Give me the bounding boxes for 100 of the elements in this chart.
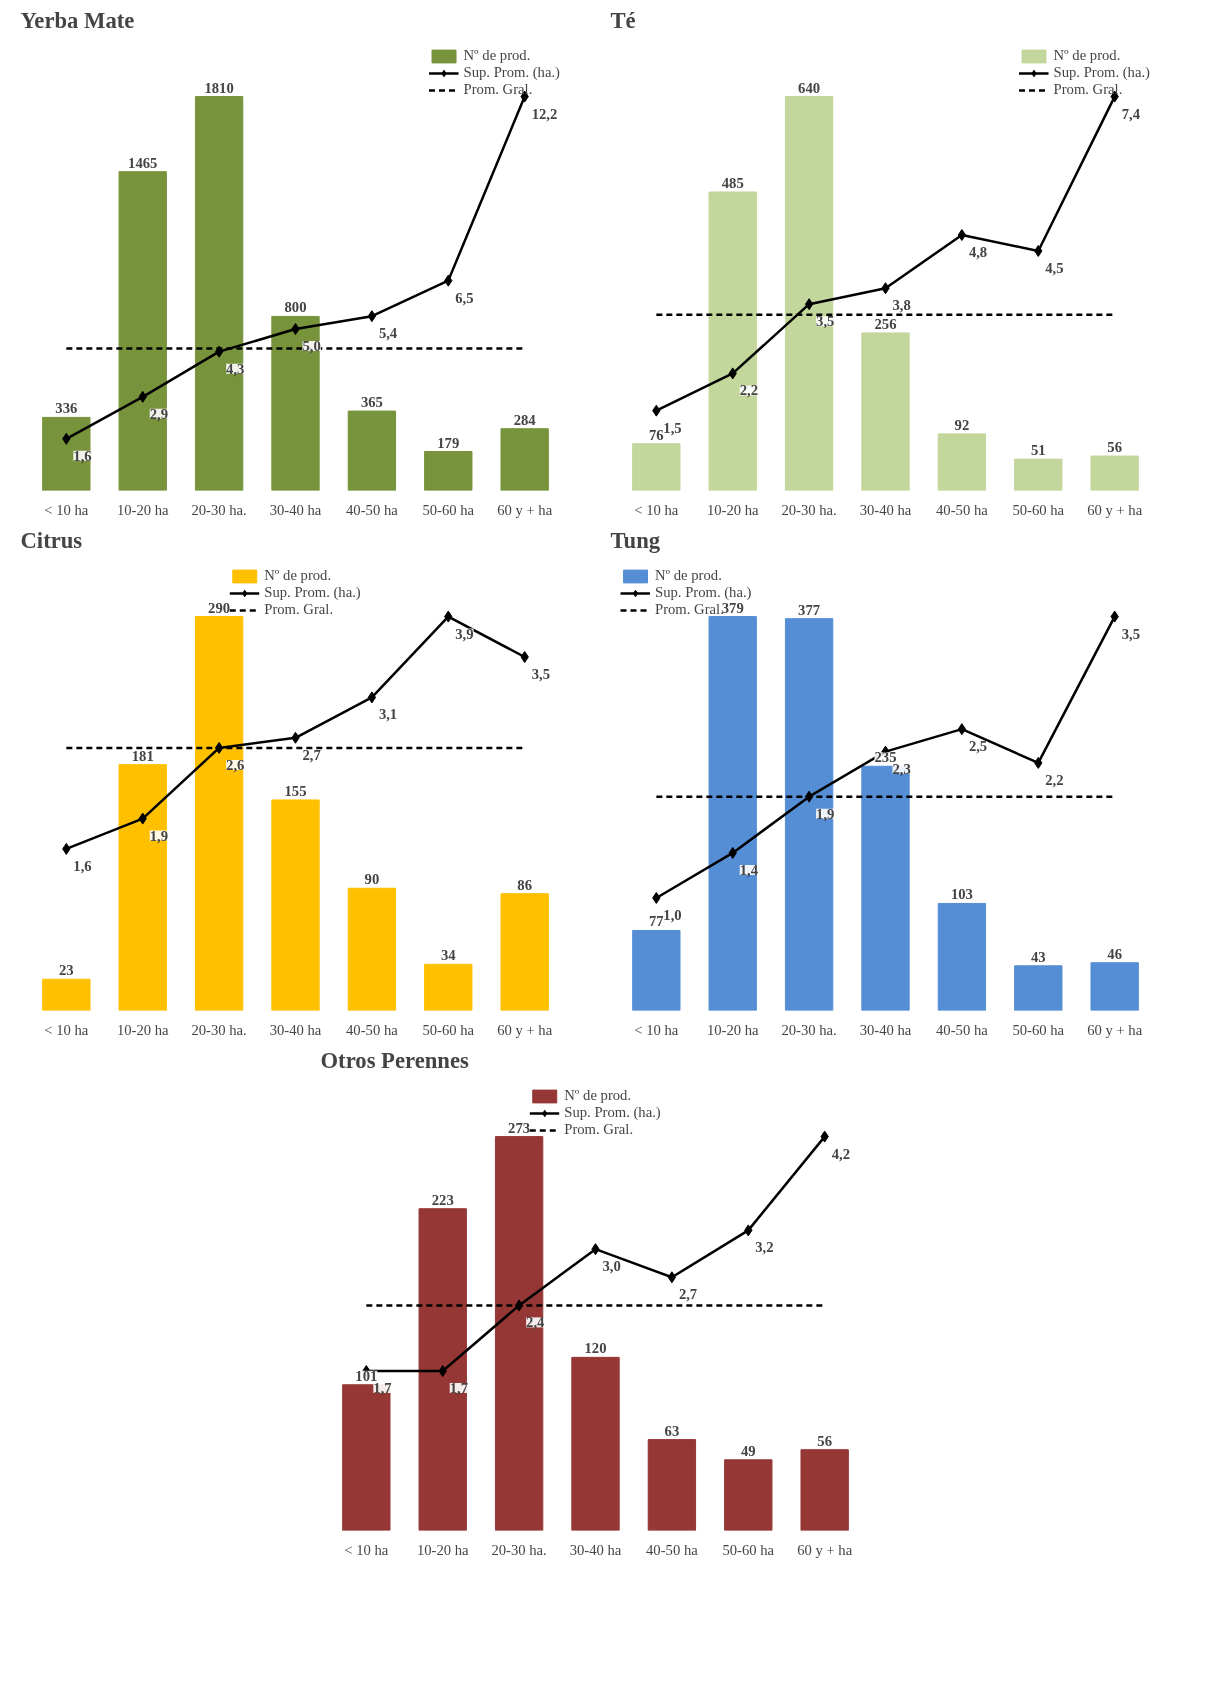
point	[367, 691, 377, 704]
data-label: 640	[798, 79, 821, 96]
x-tick-label: 10-20 ha	[706, 1021, 760, 1038]
x-tick-label: 50-60 ha	[722, 1541, 775, 1558]
bar	[1014, 458, 1063, 491]
x-tick-label: 20-30 ha.	[191, 1021, 247, 1038]
point	[957, 723, 967, 736]
x-tick-label: 40-50 ha	[936, 501, 989, 518]
data-label: 800	[284, 299, 307, 316]
data-label: 46	[1107, 945, 1122, 962]
data-label: 3,9	[455, 625, 474, 642]
data-label: 5,0	[302, 338, 321, 355]
data-label: 1,4	[739, 861, 759, 878]
bar	[194, 96, 244, 491]
data-label: 1,7	[449, 1380, 469, 1397]
bar	[708, 616, 757, 1011]
x-tick-label: 30-40 ha	[269, 501, 322, 518]
data-label: 336	[55, 400, 78, 417]
bar	[571, 1356, 620, 1531]
bar	[632, 929, 681, 1011]
data-label: 3,5	[531, 665, 550, 682]
x-tick-label: 40-50 ha	[646, 1541, 699, 1558]
bar	[271, 799, 320, 1011]
data-label: 377	[798, 601, 821, 618]
bar	[494, 1136, 544, 1531]
x-tick-label: 30-40 ha	[859, 501, 912, 518]
data-label: 1810	[204, 79, 234, 96]
legend-label: Sup. Prom. (ha.)	[463, 64, 560, 81]
data-label: 290	[208, 599, 231, 616]
data-label: 5,4	[378, 325, 398, 342]
legend-label: Sup. Prom. (ha.)	[1053, 64, 1150, 81]
data-label: 1,6	[73, 447, 92, 464]
chart-title: Citrus	[20, 527, 83, 553]
data-label: 3,0	[602, 1258, 621, 1275]
data-label: 485	[721, 174, 744, 191]
bar	[937, 902, 987, 1011]
bar	[1090, 455, 1139, 491]
x-tick-label: < 10 ha	[44, 1021, 89, 1038]
x-tick-label: < 10 ha	[44, 501, 89, 518]
legend-label: Nº de prod.	[564, 1087, 632, 1104]
bar	[724, 1459, 773, 1531]
legend-label: Nº de prod.	[264, 567, 332, 584]
bar	[500, 893, 549, 1011]
point	[367, 310, 377, 323]
x-tick-label: < 10 ha	[634, 501, 679, 518]
data-label: 273	[508, 1119, 531, 1136]
x-tick-label: 30-40 ha	[859, 1021, 912, 1038]
data-label: 56	[1107, 439, 1122, 456]
data-label: 181	[131, 747, 154, 764]
data-label: 2,7	[302, 746, 321, 763]
x-tick-label: 40-50 ha	[346, 1021, 399, 1038]
x-tick-label: 60 y + ha	[797, 1541, 853, 1558]
chart-title: Otros Perennes	[320, 1047, 469, 1073]
bar	[418, 1208, 467, 1531]
x-tick-label: 50-60 ha	[422, 1021, 475, 1038]
x-tick-label: 10-20 ha	[706, 501, 760, 518]
data-label: 1,9	[816, 805, 835, 822]
point	[957, 228, 967, 241]
bar	[500, 428, 549, 491]
data-label: 6,5	[455, 289, 474, 306]
bar	[424, 451, 473, 491]
bar	[800, 1449, 849, 1531]
bar	[118, 764, 167, 1011]
chart-title: Té	[610, 7, 636, 33]
x-tick-label: 10-20 ha	[416, 1541, 470, 1558]
data-label: 1,5	[663, 419, 682, 436]
point	[667, 1271, 677, 1284]
data-label: 365	[360, 394, 383, 411]
point	[804, 298, 814, 311]
x-tick-label: 10-20 ha	[116, 501, 170, 518]
data-label: 2,5	[968, 738, 988, 755]
data-label: 2,4	[526, 1314, 546, 1331]
x-tick-label: 50-60 ha	[1012, 501, 1065, 518]
data-label: 1465	[128, 154, 158, 171]
x-tick-label: 40-50 ha	[346, 501, 399, 518]
legend-label: Nº de prod.	[1053, 47, 1121, 64]
data-label: 34	[440, 947, 457, 964]
data-label: 23	[59, 962, 74, 979]
data-label: 63	[664, 1422, 680, 1439]
bar	[632, 443, 681, 491]
bar	[1014, 965, 1063, 1011]
legend-label: Prom. Gral.	[1053, 81, 1123, 98]
bar	[784, 618, 834, 1011]
bar	[861, 332, 910, 491]
data-label: 43	[1030, 948, 1046, 965]
bar	[347, 887, 397, 1011]
data-label: 56	[817, 1432, 832, 1449]
data-label: 4,3	[226, 360, 245, 377]
data-label: 90	[364, 871, 380, 888]
data-label: 51	[1030, 442, 1046, 459]
bar	[342, 1384, 391, 1531]
x-tick-label: 10-20 ha	[116, 1021, 170, 1038]
x-tick-label: 60 y + ha	[497, 1021, 553, 1038]
data-label: 256	[874, 315, 897, 332]
bar	[647, 1439, 697, 1531]
x-tick-label: 60 y + ha	[1087, 501, 1143, 518]
x-tick-label: < 10 ha	[634, 1021, 679, 1038]
data-label: 2,6	[226, 756, 245, 773]
x-tick-label: < 10 ha	[344, 1541, 389, 1558]
legend-label: Sup. Prom. (ha.)	[564, 1104, 661, 1121]
